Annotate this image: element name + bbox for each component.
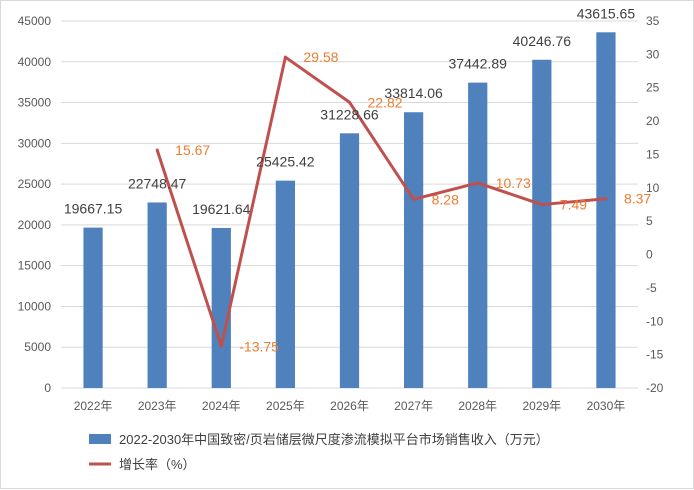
bar-data-label: 37442.89 bbox=[449, 56, 508, 72]
x-tick-label: 2025年 bbox=[266, 399, 305, 413]
bar bbox=[147, 202, 167, 388]
line-data-label: -13.75 bbox=[239, 338, 279, 354]
y-right-tick-label: -5 bbox=[646, 281, 657, 295]
growth-rate-point bbox=[155, 148, 159, 152]
x-tick-label: 2024年 bbox=[202, 399, 241, 413]
bar bbox=[532, 59, 552, 388]
bar bbox=[83, 227, 103, 388]
x-tick-label: 2022年 bbox=[74, 399, 113, 413]
bar-data-label: 31228.66 bbox=[320, 106, 379, 122]
growth-rate-point bbox=[604, 197, 608, 201]
bar-data-label: 33814.06 bbox=[384, 85, 443, 101]
y-left-tick-label: 10000 bbox=[18, 299, 52, 313]
y-right-tick-label: 25 bbox=[646, 81, 660, 95]
legend-swatch-bar bbox=[89, 434, 111, 444]
line-data-label: 8.28 bbox=[432, 191, 459, 207]
bar-data-label: 43615.65 bbox=[577, 5, 636, 21]
line-data-label: 8.37 bbox=[624, 191, 651, 207]
growth-rate-point bbox=[476, 181, 480, 185]
y-right-tick-label: -20 bbox=[646, 381, 664, 395]
y-right-tick-label: 10 bbox=[646, 181, 660, 195]
y-left-tick-label: 40000 bbox=[18, 55, 52, 69]
growth-rate-point bbox=[412, 197, 416, 201]
bar-data-label: 22748.47 bbox=[128, 175, 187, 191]
line-data-label: 22.82 bbox=[368, 94, 403, 110]
bar bbox=[211, 227, 231, 388]
y-right-tick-label: 5 bbox=[646, 214, 653, 228]
y-left-tick-label: 0 bbox=[44, 381, 51, 395]
y-right-tick-label: 0 bbox=[646, 248, 653, 262]
y-left-tick-label: 25000 bbox=[18, 177, 52, 191]
bar bbox=[275, 180, 296, 388]
y-right-tick-label: 30 bbox=[646, 47, 660, 61]
x-tick-label: 2023年 bbox=[138, 399, 177, 413]
x-tick-label: 2027年 bbox=[394, 399, 433, 413]
bar-data-label: 19667.15 bbox=[64, 201, 123, 217]
x-tick-label: 2030年 bbox=[587, 399, 626, 413]
y-left-tick-label: 30000 bbox=[18, 136, 52, 150]
x-tick-label: 2028年 bbox=[458, 399, 497, 413]
bar bbox=[339, 133, 360, 388]
legend-label-bar: 2022-2030年中国致密/页岩储层微尺度渗流模拟平台市场销售收入（万元） bbox=[119, 432, 549, 447]
growth-rate-line bbox=[155, 55, 607, 348]
y-right-tick-label: 35 bbox=[646, 14, 660, 28]
line-data-label: 10.73 bbox=[496, 175, 531, 191]
line-data-label: 29.58 bbox=[303, 49, 338, 65]
growth-rate-point bbox=[540, 203, 544, 207]
y-left-tick-label: 15000 bbox=[18, 259, 52, 273]
bar-data-label: 40246.76 bbox=[513, 33, 572, 49]
bar-data-label: 25425.42 bbox=[256, 154, 315, 170]
x-tick-label: 2026年 bbox=[330, 399, 369, 413]
y-right-tick-label: -15 bbox=[646, 348, 664, 362]
bar bbox=[403, 112, 424, 389]
line-data-label: 7.49 bbox=[560, 197, 587, 213]
y-right-tick-label: 20 bbox=[646, 114, 660, 128]
line-data-label: 15.67 bbox=[175, 142, 210, 158]
y-left-tick-label: 45000 bbox=[18, 14, 52, 28]
growth-rate-point bbox=[283, 55, 287, 59]
growth-rate-point bbox=[348, 100, 351, 104]
y-left-tick-label: 20000 bbox=[18, 218, 52, 232]
bar bbox=[596, 32, 616, 388]
y-right-tick-label: -10 bbox=[646, 314, 664, 328]
x-tick-label: 2029年 bbox=[522, 399, 561, 413]
growth-rate-point bbox=[219, 344, 223, 348]
bar-data-label: 19621.64 bbox=[192, 201, 251, 217]
y-left-tick-label: 35000 bbox=[18, 96, 52, 110]
y-right-tick-label: 15 bbox=[646, 147, 660, 161]
y-left-tick-label: 5000 bbox=[24, 340, 51, 354]
legend-label-line: 增长率（%） bbox=[119, 457, 196, 472]
bar bbox=[468, 82, 488, 388]
